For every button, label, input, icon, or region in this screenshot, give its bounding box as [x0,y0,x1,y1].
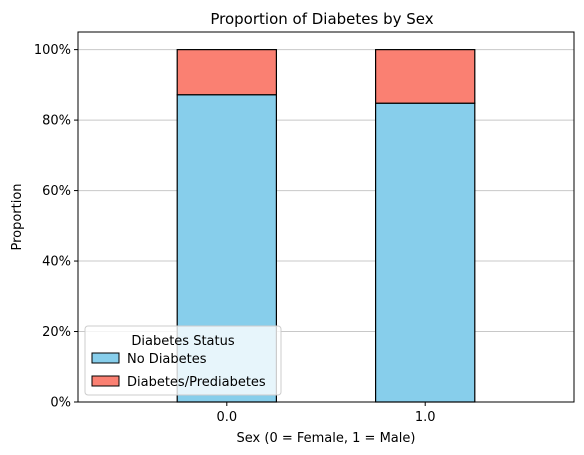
bar-no-diabetes-1 [375,102,476,403]
bar-diabetes-prediabetes-0 [176,49,277,96]
legend-swatch-no-diabetes [91,352,120,364]
legend-label-diabetes-prediabetes: Diabetes/Prediabetes [127,375,266,390]
y-tick-label-0: 0% [50,396,71,411]
bars-layer [176,49,476,403]
legend-title: Diabetes Status [131,334,234,349]
y-tick-label-4: 80% [42,114,71,129]
y-axis-label: Proportion [10,183,25,250]
y-tick-label-5: 100% [34,43,71,58]
y-tick-label-2: 40% [42,255,71,270]
x-axis-label: Sex (0 = Female, 1 = Male) [237,431,416,446]
bar-diabetes-prediabetes-1 [375,49,476,104]
legend-label-no-diabetes: No Diabetes [127,352,207,367]
legend-swatch-diabetes-prediabetes [91,375,120,387]
x-ticks: 0.0 1.0 [216,402,436,425]
legend: Diabetes Status No Diabetes Diabetes/Pre… [84,325,282,396]
y-ticks: 0% 20% 40% 60% 80% 100% [34,43,78,411]
chart-title: Proportion of Diabetes by Sex [210,10,433,28]
y-tick-label-1: 20% [42,325,71,340]
plot-frame [77,31,575,403]
legend-box [84,325,282,396]
x-tick-label-1: 1.0 [415,410,436,425]
y-tick-label-3: 60% [42,184,71,199]
x-tick-label-0: 0.0 [216,410,237,425]
